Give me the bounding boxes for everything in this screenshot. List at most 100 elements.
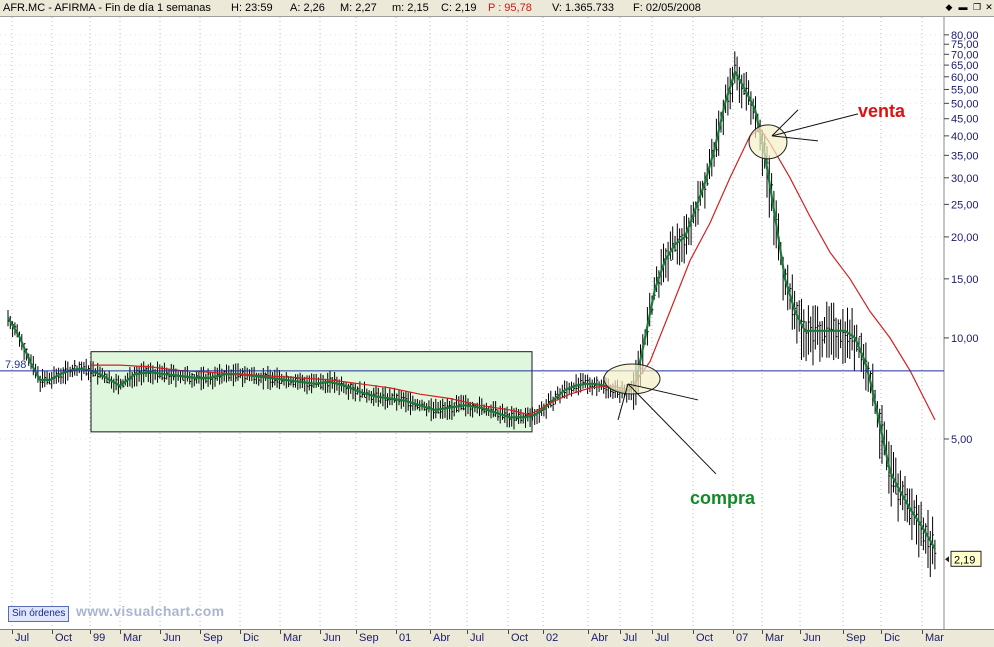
x-tick — [693, 630, 694, 634]
y-tick-label: 50,00 — [951, 98, 979, 110]
x-tick — [396, 630, 397, 634]
x-tick-label: Abr — [433, 632, 451, 644]
y-tick-label: 45,00 — [951, 114, 979, 126]
x-tick — [652, 630, 653, 634]
x-tick-label: Dic — [884, 632, 900, 644]
x-tick-label: Oct — [511, 632, 529, 644]
x-tick — [800, 630, 801, 634]
x-tick — [356, 630, 357, 634]
x-tick-label: Jul — [470, 632, 485, 644]
minimize-icon[interactable]: ▬ — [958, 2, 968, 12]
window-scroll-icon[interactable]: ◆ — [945, 2, 953, 12]
compra-label: compra — [690, 488, 756, 508]
x-tick — [843, 630, 844, 634]
x-tick-label: Mar — [283, 632, 302, 644]
y-tick-label: 40,00 — [951, 131, 979, 143]
compra-arrow — [627, 383, 699, 401]
x-tick-label: Oct — [696, 632, 714, 644]
venta-arrow — [771, 109, 799, 137]
date-value: F: 02/05/2008 — [633, 2, 701, 14]
x-tick-label: 07 — [736, 632, 749, 644]
x-tick — [543, 630, 544, 634]
x-tick-label: Abr — [591, 632, 609, 644]
time-value: H: 23:59 — [231, 2, 273, 14]
reference-line: 7.98 — [0, 359, 944, 372]
x-tick — [588, 630, 589, 634]
x-tick-label: Jun — [163, 632, 181, 644]
y-tick-label: 10,00 — [951, 333, 979, 345]
y-tick-label: 80,00 — [951, 30, 979, 42]
y-tick-label: 70,00 — [951, 49, 979, 61]
x-tick — [762, 630, 763, 634]
x-axis: Jul Oct 99 Mar Jun Sep Dic Mar Jun Sep 01 Abr Jul Oct… — [0, 629, 994, 647]
x-tick-label: Dic — [243, 632, 259, 644]
compra-arrow — [627, 383, 717, 475]
last-value-label: 2,19 — [954, 554, 975, 566]
x-tick-label: Jul — [15, 632, 30, 644]
x-tick — [508, 630, 509, 634]
x-tick — [733, 630, 734, 634]
x-tick — [881, 630, 882, 634]
annotations: venta compra — [603, 101, 906, 508]
slow-ma-line — [90, 127, 936, 421]
x-tick — [200, 630, 201, 634]
x-tick — [240, 630, 241, 634]
x-tick — [52, 630, 53, 634]
x-tick — [90, 630, 91, 634]
volume-value: V: 1.365.733 — [552, 2, 614, 14]
p-value: P : 95,78 — [488, 2, 532, 14]
x-tick — [280, 630, 281, 634]
x-tick-label: 02 — [546, 632, 559, 644]
x-tick-label: Jun — [803, 632, 821, 644]
reference-label: 7.98 — [5, 359, 26, 371]
x-tick — [120, 630, 121, 634]
venta-label: venta — [858, 101, 906, 121]
x-tick-label: Mar — [123, 632, 142, 644]
x-tick-label: Sep — [203, 632, 223, 644]
x-tick-label: Jul — [655, 632, 670, 644]
x-tick — [620, 630, 621, 634]
compra-circle — [603, 363, 661, 395]
y-tick-label: 75,00 — [951, 39, 979, 51]
x-tick — [12, 630, 13, 634]
x-tick — [467, 630, 468, 634]
orders-status-button[interactable]: Sin órdenes — [8, 606, 70, 622]
x-tick-label: Oct — [55, 632, 73, 644]
compra-arrow — [617, 383, 629, 421]
high-value: M: 2,27 — [340, 2, 377, 14]
close-icon[interactable]: ✕ — [985, 2, 993, 12]
x-tick-label: Mar — [765, 632, 784, 644]
venta-circle — [748, 124, 788, 160]
x-tick-label: Sep — [359, 632, 379, 644]
last-value-pointer — [945, 556, 949, 563]
fast-ma-line — [7, 69, 936, 550]
venta-arrow — [771, 135, 819, 142]
symbol-title: AFR.MC - AFIRMA - Fin de día 1 semanas — [3, 2, 211, 14]
close-value: C: 2,19 — [441, 2, 477, 14]
x-tick — [320, 630, 321, 634]
last-value-marker: 2,19 — [945, 550, 982, 567]
x-tick-label: Sep — [846, 632, 866, 644]
x-tick-label: Mar — [925, 632, 944, 644]
moving-averages — [7, 69, 936, 550]
y-tick-label: 65,00 — [951, 60, 979, 72]
x-tick — [160, 630, 161, 634]
restore-icon[interactable]: ❐ — [972, 2, 982, 12]
x-tick-label: Jun — [323, 632, 341, 644]
last-value-box — [950, 550, 982, 567]
x-tick-label: 01 — [399, 632, 412, 644]
y-tick-label: 15,00 — [951, 274, 979, 286]
low-value: m: 2,15 — [392, 2, 429, 14]
open-value: A: 2,26 — [290, 2, 325, 14]
brand-watermark: www.visualchart.com — [76, 603, 225, 619]
y-tick-label: 55,00 — [951, 84, 979, 96]
y-tick-label: 30,00 — [951, 173, 979, 185]
x-tick — [922, 630, 923, 634]
venta-arrow — [771, 113, 859, 137]
y-tick-label: 5,00 — [951, 434, 972, 446]
x-tick-label: Jul — [623, 632, 638, 644]
x-tick — [430, 630, 431, 634]
y-tick-label: 35,00 — [951, 150, 979, 162]
